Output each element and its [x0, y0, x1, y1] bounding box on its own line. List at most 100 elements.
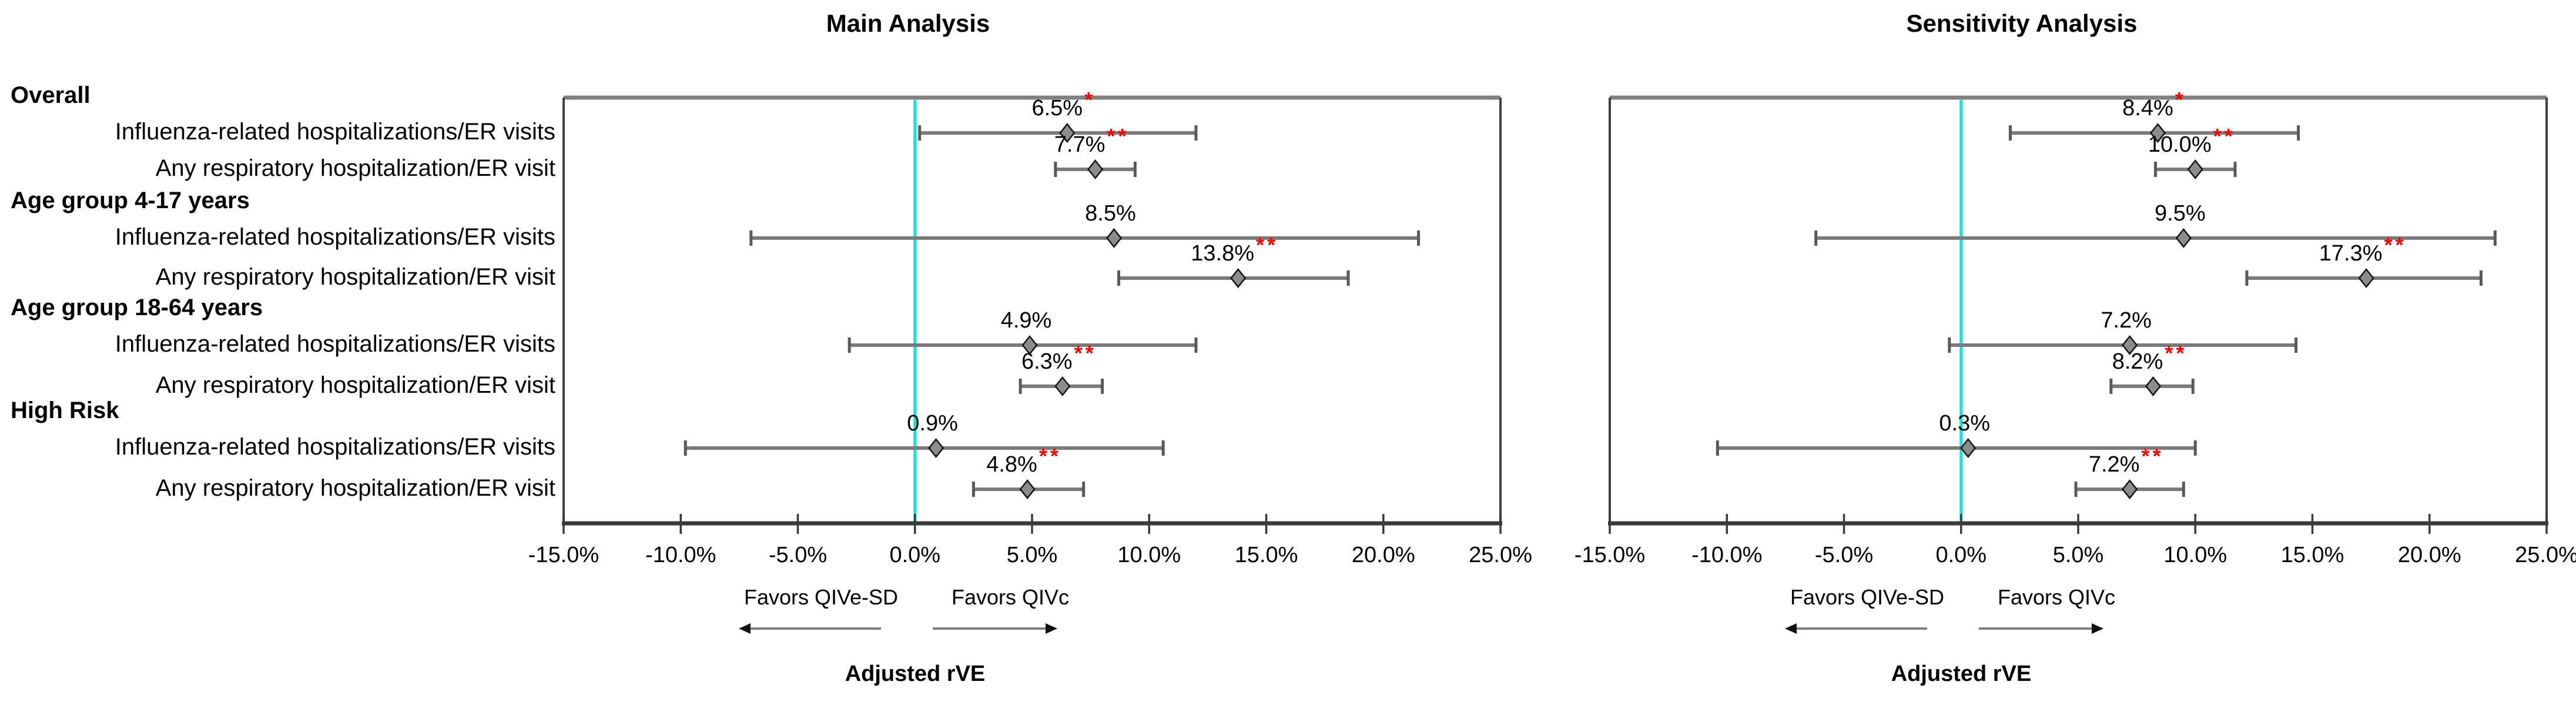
x-axis-tick-label: 20.0% [1352, 543, 1415, 567]
value-label: 8.4%* [2122, 88, 2186, 121]
value-label: 4.9% [1001, 308, 1052, 333]
point-estimate-diamond [2149, 123, 2166, 143]
x-axis-tick-label: 25.0% [1469, 543, 1532, 567]
point-estimate-diamond [1021, 335, 1038, 356]
significance-asterisks: ** [1256, 233, 1278, 257]
x-axis-tick-label: -10.0% [645, 543, 716, 567]
forest-row: 8.4%* [2008, 88, 2300, 143]
left-arrow-icon [1785, 623, 1927, 634]
value-label: 0.3% [1939, 411, 1990, 436]
forest-row: 0.3% [1716, 411, 2197, 458]
point-estimate-diamond [2175, 228, 2192, 248]
forest-row: 13.8%** [1117, 233, 1350, 288]
forest-row: 4.9% [847, 308, 1198, 356]
x-axis-tick-label: 15.0% [2281, 543, 2344, 567]
forest-row: 10.0%** [2148, 124, 2237, 179]
point-estimate-diamond [1230, 268, 1247, 288]
significance-asterisks: ** [2384, 233, 2407, 257]
significance-asterisks: ** [1107, 124, 1129, 148]
point-estimate-diamond [2122, 335, 2138, 356]
value-label: 17.3%** [2319, 233, 2407, 266]
adjusted-rve-label: Adjusted rVE [1891, 661, 2032, 686]
group-header: Age group 4-17 years [11, 187, 250, 213]
point-estimate-diamond [928, 437, 944, 458]
x-axis-tick-label: 5.0% [2053, 543, 2104, 567]
row-item-label: Influenza-related hospitalizations/ER vi… [115, 433, 555, 460]
value-label: 0.9% [907, 411, 958, 436]
favors-qive-sd-label: Favors QIVe-SD [743, 585, 899, 609]
significance-asterisks: * [2175, 88, 2186, 112]
row-item-label: Any respiratory hospitalization/ER visit [155, 372, 555, 398]
value-label: 8.5% [1085, 201, 1136, 226]
point-estimate-diamond [1106, 228, 1123, 248]
value-label: 4.8%** [986, 444, 1061, 477]
point-estimate-diamond [2122, 479, 2138, 500]
value-label: 7.2%** [2089, 444, 2164, 477]
forest-row: 4.8%** [972, 444, 1086, 500]
value-label: 13.8%** [1191, 233, 1278, 266]
group-header: High Risk [11, 397, 119, 423]
value-label: 8.2%** [2112, 341, 2188, 374]
value-label: 9.5% [2155, 201, 2206, 226]
forest-row: 6.5%* [918, 88, 1198, 143]
forest-row: 6.3%** [1019, 341, 1104, 396]
point-estimate-diamond [1059, 123, 1076, 143]
significance-asterisks: ** [2141, 444, 2163, 468]
panel-sensitivity: -15.0% -10.0% -5.0% 0.0% 5.0% 10.0% 15.0% 20.0%… [1575, 88, 2576, 567]
x-axis-tick-label: 15.0% [1235, 543, 1298, 567]
x-axis-tick-label: 5.0% [1007, 543, 1058, 567]
row-item-label: Any respiratory hospitalization/ER visit [155, 155, 555, 181]
row-item-label: Any respiratory hospitalization/ER visit [155, 475, 555, 502]
row-item-label: Influenza-related hospitalizations/ER vi… [115, 119, 555, 145]
right-arrow-icon [933, 623, 1057, 634]
x-axis-tick-label: -5.0% [769, 543, 827, 567]
forest-row: 7.7%** [1054, 124, 1137, 179]
value-label: 10.0%** [2148, 124, 2236, 157]
x-axis-tick-label: -5.0% [1815, 543, 1873, 567]
point-estimate-diamond [1087, 159, 1104, 179]
forest-row: 7.2% [1948, 308, 2298, 356]
row-item-label: Influenza-related hospitalizations/ER vi… [115, 223, 555, 250]
panel-main: -15.0% -10.0% -5.0% 0.0% 5.0% 10.0% 15.0% 20.0%… [528, 88, 1532, 567]
favors-qivc-label: Favors QIVc [951, 585, 1070, 609]
x-axis-tick-label: -15.0% [528, 543, 599, 567]
point-estimate-diamond [1054, 376, 1071, 396]
value-label: 7.2% [2101, 308, 2152, 333]
significance-asterisks: * [1084, 88, 1096, 112]
point-estimate-diamond [1960, 437, 1977, 458]
row-item-label: Any respiratory hospitalization/ER visit [155, 263, 555, 290]
main-analysis-title: Main Analysis [826, 9, 990, 37]
point-estimate-diamond [2187, 159, 2203, 179]
forest-row: 8.5% [749, 201, 1421, 248]
x-axis-tick-label: -15.0% [1575, 543, 1645, 567]
row-item-label: Influenza-related hospitalizations/ER vi… [115, 331, 555, 357]
forest-row: 9.5% [1814, 201, 2497, 248]
forest-row: 17.3%** [2245, 233, 2483, 288]
right-arrow-icon [1979, 623, 2103, 634]
footer-sensitivity-analysis: Favors QIVe-SD Favors QIVc Adjusted rVE [1714, 585, 2208, 711]
forest-row: 7.2%** [2074, 444, 2185, 500]
sensitivity-analysis-title: Sensitivity Analysis [1906, 9, 2138, 37]
point-estimate-diamond [2145, 376, 2162, 396]
x-axis-tick-label: 0.0% [1935, 543, 1987, 567]
favors-qivc-label: Favors QIVc [1997, 585, 2116, 609]
footer-main-analysis: Favors QIVe-SD Favors QIVc Adjusted rVE [668, 585, 1162, 711]
significance-asterisks: ** [2165, 341, 2187, 365]
favors-qive-sd-label: Favors QIVe-SD [1790, 585, 1945, 609]
group-header: Overall [11, 82, 91, 109]
adjusted-rve-label: Adjusted rVE [845, 661, 986, 686]
x-axis-tick-label: 25.0% [2515, 543, 2576, 567]
forest-row: 8.2%** [2109, 341, 2195, 396]
left-arrow-icon [739, 623, 881, 634]
value-label: 6.3%** [1021, 341, 1097, 374]
significance-asterisks: ** [1074, 341, 1097, 365]
x-axis-tick-label: 10.0% [1117, 543, 1181, 567]
point-estimate-diamond [1019, 479, 1036, 500]
forest-row: 0.9% [684, 411, 1165, 458]
significance-asterisks: ** [1039, 444, 1061, 468]
x-axis-tick-label: 0.0% [889, 543, 940, 567]
x-axis-tick-label: -10.0% [1691, 543, 1762, 567]
point-estimate-diamond [2358, 268, 2374, 288]
value-label: 7.7%** [1054, 124, 1130, 157]
